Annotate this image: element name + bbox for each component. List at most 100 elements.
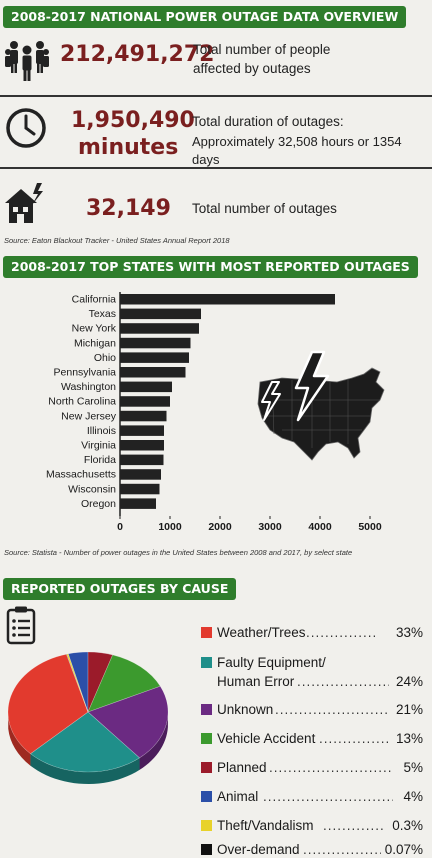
legend-item-theft: Theft/Vandalism .................. 0.3% (201, 817, 423, 834)
legend-dots: ........................... (269, 760, 393, 775)
people-group-icon (5, 41, 49, 81)
legend-dots: .................. (323, 818, 385, 833)
bar (120, 483, 160, 495)
house-lightning-icon (5, 183, 43, 223)
legend-swatch (201, 762, 212, 773)
duration-value: 1,950,490 (71, 108, 195, 133)
legend-dots: .......................... (297, 674, 389, 689)
states-source: Source: Statista - Number of power outag… (4, 548, 353, 557)
legend-item-animal: Animal ............................. 4% (201, 788, 423, 805)
legend-swatch (201, 657, 212, 668)
legend-item-planned: Planned ........................... 5% (201, 759, 423, 776)
bar (120, 337, 191, 349)
legend-swatch (201, 704, 212, 715)
bar (120, 352, 189, 363)
outage-count-value: 32,149 (86, 196, 171, 221)
pie-slice-side (139, 714, 168, 770)
bar-label: Michigan (74, 337, 116, 349)
legend-label: Theft/Vandalism (217, 818, 314, 833)
bar-label: Oregon (81, 498, 116, 510)
duration-label-2: Approximately 32,508 hours or 1354 days (192, 134, 402, 167)
legend-value: 33% (395, 625, 423, 640)
bar-label: Virginia (81, 440, 116, 452)
pie-slice (66, 653, 89, 713)
people-affected-label-1: Total number of people (193, 42, 331, 57)
bar (120, 440, 164, 451)
legend-value: 4% (403, 789, 423, 804)
overview-title-banner: 2008-2017 NATIONAL POWER OUTAGE DATA OVE… (3, 6, 407, 28)
legend-value: 24% (395, 674, 423, 689)
bar (120, 381, 172, 393)
legend-label: Over-demand (217, 842, 300, 857)
pie-slice (66, 653, 89, 713)
bar-label: Pennsylvania (54, 367, 117, 379)
legend-value: 13% (395, 731, 423, 746)
legend-dots: ................... (319, 731, 389, 746)
people-affected-label-2: affected by outages (193, 61, 311, 76)
bar-label: Wisconsin (68, 483, 116, 495)
legend-value: 21% (395, 702, 423, 717)
bar-label: Washington (61, 381, 116, 393)
legend-item-over-demand: Over-demand ...................... 0.07% (201, 841, 423, 858)
bar (120, 323, 199, 334)
legend-label: Animal (217, 789, 259, 804)
bar (120, 308, 201, 320)
legend-dots: ........................... (275, 702, 389, 717)
legend-label-line1: Faulty Equipment/ (217, 655, 326, 670)
duration-label-1: Total duration of outages: (192, 114, 344, 129)
bar-label: Illinois (87, 425, 116, 437)
bar-label: Ohio (94, 352, 116, 364)
pie-slice (29, 711, 141, 773)
bar-label: Texas (89, 308, 116, 320)
legend-swatch (201, 791, 212, 802)
legend-swatch (201, 844, 212, 855)
legend-item-faulty-equipment: Faulty Equipment/ Human Error ..........… (201, 654, 423, 690)
legend-label: Vehicle Accident (217, 731, 316, 746)
legend-label: Planned (217, 760, 267, 775)
bar-label: Massachusetts (46, 469, 116, 481)
legend-label: Human Error (217, 674, 295, 689)
bar (120, 410, 167, 422)
pie-slice (87, 651, 114, 713)
bar (120, 367, 186, 378)
x-tick-label: 0 (117, 521, 123, 533)
states-title-banner: 2008-2017 TOP STATES WITH MOST REPORTED … (3, 256, 418, 278)
pie-slice (87, 685, 169, 759)
legend-dots: ...................... (303, 842, 381, 857)
overview-source: Source: Eaton Blackout Tracker - United … (4, 236, 230, 245)
bar (120, 425, 164, 436)
bar (120, 294, 335, 305)
bar-label: New York (72, 323, 117, 335)
x-tick-label: 2000 (208, 521, 232, 533)
x-tick-label: 1000 (158, 521, 182, 533)
clipboard-list-icon (6, 606, 36, 645)
states-bar-chart: California Texas New York Michigan Ohio Penns… (46, 292, 382, 533)
legend-item-vehicle-accident: Vehicle Accident ................... 13% (201, 730, 423, 747)
usa-map-lightning-icon (257, 350, 385, 461)
outage-count-label: Total number of outages (192, 201, 337, 216)
x-tick-label: 4000 (308, 521, 332, 533)
legend-value: 0.3% (392, 818, 423, 833)
cause-title-banner: REPORTED OUTAGES BY CAUSE (3, 578, 237, 600)
legend-item-unknown: Unknown ........................... 21% (201, 701, 423, 718)
pie-slice-side (8, 716, 31, 766)
legend-value: 5% (403, 760, 423, 775)
legend-label: Weather/Trees (217, 625, 306, 640)
legend-swatch (201, 627, 212, 638)
pie-slice-side (30, 753, 140, 784)
legend-value: 0.07% (384, 842, 423, 857)
x-tick-label: 3000 (258, 521, 282, 533)
bar-label: New Jersey (61, 410, 117, 422)
legend-dots: ............................. (263, 789, 393, 804)
pie-slice (67, 651, 89, 713)
bar (120, 454, 164, 466)
bar-label: Florida (84, 454, 116, 466)
legend-item-weather: Weather/Trees ............... 33% (201, 624, 423, 641)
bar-label: North Carolina (48, 396, 116, 408)
legend-dots: ............... (306, 625, 378, 640)
clock-icon (6, 108, 46, 148)
pie-slice (7, 653, 89, 755)
people-affected-value: 212,491,272 (60, 42, 215, 67)
bar (120, 498, 156, 509)
duration-unit: minutes (78, 135, 179, 160)
